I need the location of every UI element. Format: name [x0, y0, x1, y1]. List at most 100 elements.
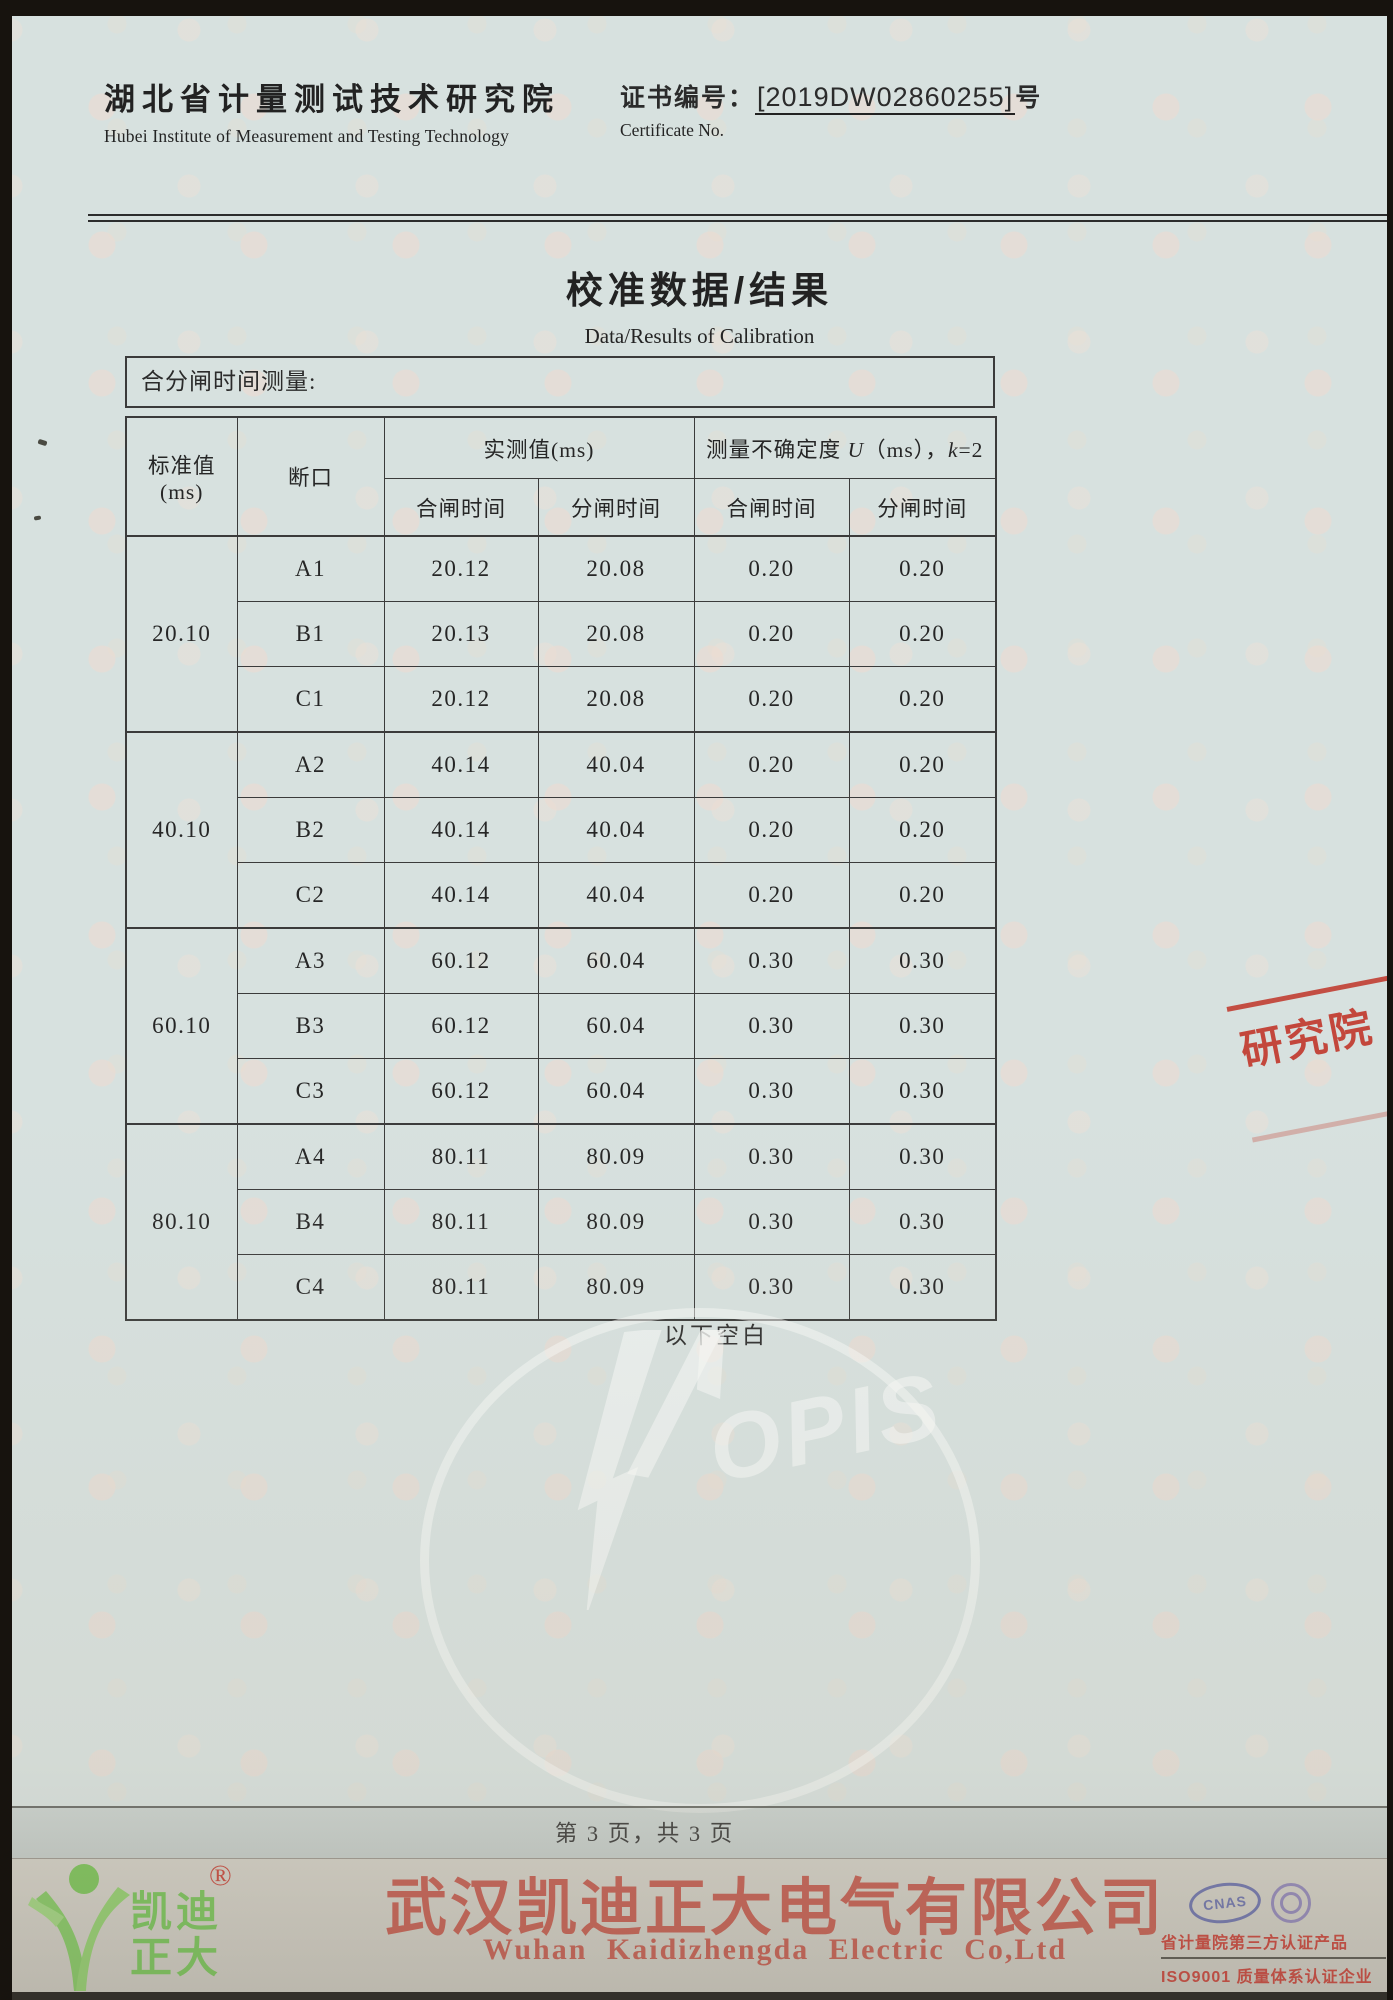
open-time-cell: 80.09: [537, 1189, 695, 1255]
breaker-cell: A1: [236, 535, 385, 602]
company-name-cn: 武汉凯迪正大电气有限公司: [384, 1875, 1165, 1943]
standard-value-cell: 20.10: [125, 535, 238, 733]
kaidi-figure-icon: [28, 1864, 130, 1991]
certificate-label-cn: 证书编号：: [620, 84, 756, 112]
u-close-cell: 0.30: [693, 927, 850, 994]
page-number: 第 3 页，共 3 页: [554, 1821, 735, 1846]
table-row: B1 20.13 20.08 0.20 0.20: [126, 601, 997, 667]
open-time-cell: 60.04: [537, 1058, 695, 1125]
certification-line1: 省计量院第三方认证产品: [1161, 1935, 1349, 1952]
u-close-cell: 0.30: [693, 993, 850, 1059]
certificate-label-en: Certificate No.: [620, 120, 724, 140]
stamp-text: 研究院: [1236, 1002, 1379, 1075]
table-row: B4 80.11 80.09 0.30 0.30: [126, 1189, 997, 1255]
certificate-number-block: 证书编号：[2019DW02860255]号 Certificate No.: [620, 78, 1040, 141]
close-time-cell: 20.12: [383, 666, 539, 733]
table-row: 80.10 A4 80.11 80.09 0.30 0.30: [125, 1123, 997, 1321]
uncertainty-mid: （ms），: [864, 437, 948, 462]
paper-page: 湖北省计量测试技术研究院 Hubei Institute of Measurem…: [12, 16, 1387, 2000]
standard-value-cell: 40.10: [125, 731, 238, 929]
u-close-cell: 0.20: [693, 601, 850, 667]
col-header-standard: 标准值 (ms): [125, 416, 238, 537]
close-time-cell: 60.12: [383, 993, 539, 1059]
breaker-cell: C2: [236, 862, 385, 929]
certificate-number-suffix: 号: [1015, 84, 1041, 112]
table-row: B2 40.14 40.04 0.20 0.20: [126, 797, 997, 863]
close-time-cell: 80.11: [383, 1123, 539, 1190]
cnas-logo: CNAS: [1187, 1879, 1263, 1927]
standard-unit: (ms): [160, 479, 204, 504]
registered-mark: ®: [209, 1859, 232, 1892]
table-row: C2 40.14 40.04 0.20 0.20: [126, 862, 997, 929]
col-header-u-close-time: 合闸时间: [693, 478, 850, 537]
header-divider: [88, 214, 1387, 222]
col-header-u-open-time: 分闸时间: [848, 478, 997, 537]
company-name-en: Wuhan Kaidizhengda Electric Co,Ltd: [482, 1933, 1068, 1966]
watermark-circle: [420, 1308, 980, 1813]
col-header-uncertainty: 测量不确定度 U（ms），k=2: [693, 416, 997, 479]
table-row: C3 60.12 60.04 0.30 0.30: [126, 1058, 997, 1125]
uncertainty-prefix: 测量不确定度: [706, 437, 848, 462]
open-time-cell: 40.04: [537, 862, 695, 929]
breaker-cell: C1: [236, 666, 385, 733]
u-open-cell: 0.20: [848, 731, 997, 798]
close-time-cell: 20.13: [383, 601, 539, 667]
breaker-cell: A2: [236, 731, 385, 798]
lightning-n-icon: [577, 1330, 725, 1610]
logo-text-line1: 凯迪: [130, 1888, 223, 1935]
certification-block: CNAS 省计量院第三方认证产品 ISO9001 质量体系认证企业: [1161, 1879, 1387, 1987]
u-close-cell: 0.20: [693, 862, 850, 929]
u-open-cell: 0.30: [848, 927, 997, 994]
standard-value-cell: 80.10: [125, 1123, 238, 1321]
close-time-cell: 40.14: [383, 731, 539, 798]
breaker-cell: B1: [236, 601, 385, 667]
calibration-table: 标准值 (ms) 断口 实测值(ms) 测量不确定度 U（ms），k=2 合闸时…: [125, 416, 998, 1321]
table-row: 40.10 A2 40.14 40.04 0.20 0.20: [125, 731, 997, 929]
u-open-cell: 0.20: [848, 862, 997, 929]
company-banner: ® 凯迪 正大 武汉凯迪正大电气有限公司 Wuhan Kaidizhengda …: [12, 1858, 1387, 2000]
u-close-cell: 0.20: [693, 535, 850, 602]
ccc-logo: [1271, 1883, 1311, 1923]
close-time-cell: 80.11: [383, 1189, 539, 1255]
close-time-cell: 60.12: [383, 1058, 539, 1125]
section-label: 合分闸时间测量:: [125, 356, 995, 408]
paper-speck: [37, 438, 48, 447]
page-divider: [12, 1806, 1387, 1808]
u-open-cell: 0.20: [848, 601, 997, 667]
table-row: 20.10 A1 20.12 20.08 0.20 0.20: [125, 535, 997, 733]
u-open-cell: 0.30: [848, 1123, 997, 1190]
u-close-cell: 0.20: [693, 731, 850, 798]
u-open-cell: 0.20: [848, 666, 997, 733]
open-time-cell: 20.08: [537, 666, 695, 733]
u-close-cell: 0.30: [693, 1123, 850, 1190]
certificate-number: [2019DW02860255]: [755, 82, 1016, 115]
col-header-measured: 实测值(ms): [383, 416, 695, 479]
u-close-cell: 0.30: [693, 1058, 850, 1125]
paper-speck: [33, 515, 42, 521]
uncertainty-u-symbol: U: [847, 437, 865, 462]
open-time-cell: 60.04: [537, 927, 695, 994]
close-time-cell: 40.14: [383, 797, 539, 863]
u-close-cell: 0.20: [693, 797, 850, 863]
certification-line2: ISO9001 质量体系认证企业: [1161, 1969, 1373, 1986]
open-time-cell: 40.04: [537, 797, 695, 863]
breaker-cell: B4: [236, 1189, 385, 1255]
col-header-close-time: 合闸时间: [383, 478, 539, 537]
open-time-cell: 40.04: [537, 731, 695, 798]
u-open-cell: 0.20: [848, 797, 997, 863]
open-time-cell: 20.08: [537, 535, 695, 602]
table-row: B3 60.12 60.04 0.30 0.30: [126, 993, 997, 1059]
table-row: C4 80.11 80.09 0.30 0.30: [126, 1254, 997, 1321]
u-close-cell: 0.20: [693, 666, 850, 733]
standard-label: 标准值: [147, 453, 216, 478]
uncertainty-k-symbol: k: [947, 437, 959, 462]
breaker-cell: B2: [236, 797, 385, 863]
red-stamp: 研究院: [1226, 971, 1387, 1143]
certification-divider: [1161, 1957, 1386, 1959]
page-title: 校准数据/结果: [565, 270, 834, 311]
nopis-watermark: OPIS: [420, 1308, 980, 1813]
close-time-cell: 40.14: [383, 862, 539, 929]
u-open-cell: 0.30: [848, 993, 997, 1059]
col-header-open-time: 分闸时间: [537, 478, 695, 537]
page-subtitle: Data/Results of Calibration: [584, 324, 815, 348]
